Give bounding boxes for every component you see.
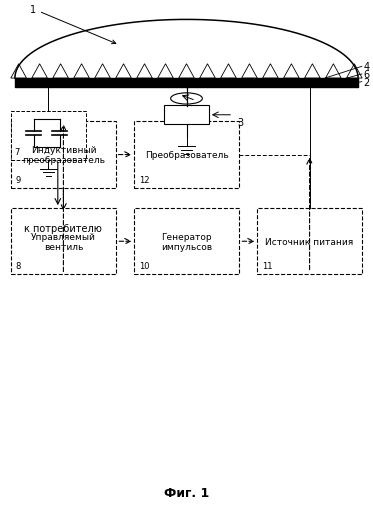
Text: Управляемый
вентиль: Управляемый вентиль [31,232,96,251]
Text: 1: 1 [30,5,116,45]
Text: 12: 12 [139,175,149,184]
Text: 9: 9 [16,175,21,184]
Text: Индуктивный
преобразователь: Индуктивный преобразователь [22,146,105,165]
Bar [134,122,239,188]
Text: Фиг. 1: Фиг. 1 [164,486,209,499]
Text: 6: 6 [364,70,370,80]
Text: 2: 2 [364,77,370,88]
Bar [11,122,116,188]
Bar [257,209,362,275]
Text: 8: 8 [16,262,21,271]
Text: 7: 7 [14,147,19,156]
Bar [11,209,116,275]
Text: Преобразователь: Преобразователь [145,151,228,160]
Bar [11,112,86,160]
Bar [164,106,209,125]
Bar [134,209,239,275]
Text: 10: 10 [139,262,149,271]
Text: к потребителю: к потребителю [25,224,102,234]
Text: Генератор
импульсов: Генератор импульсов [161,232,212,251]
Text: 3: 3 [237,118,243,128]
Text: 4: 4 [364,62,370,72]
Text: Источник питания: Источник питания [266,237,354,246]
Text: 11: 11 [262,262,272,271]
